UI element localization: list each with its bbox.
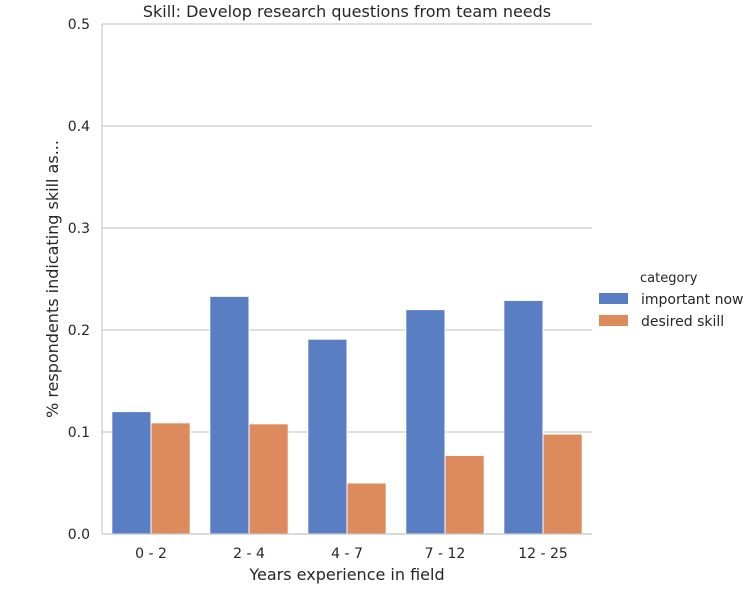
bar-important-now-0 bbox=[111, 411, 152, 535]
bar-important-now-1 bbox=[209, 295, 250, 535]
legend-swatch bbox=[599, 293, 628, 304]
y-tick-label: 0.2 bbox=[68, 323, 90, 339]
legend-label: desired skill bbox=[641, 314, 724, 330]
y-tick-label: 0.0 bbox=[68, 527, 90, 543]
y-tick-label: 0.4 bbox=[68, 119, 90, 135]
bar-important-now-2 bbox=[307, 338, 348, 535]
y-tick-label: 0.1 bbox=[68, 425, 90, 441]
bar-desired-skill-1 bbox=[248, 423, 289, 535]
x-tick-label: 12 - 25 bbox=[518, 546, 568, 562]
y-tick-label: 0.3 bbox=[68, 221, 90, 237]
x-tick-label: 7 - 12 bbox=[425, 546, 466, 562]
chart-title: Skill: Develop research questions from t… bbox=[143, 2, 551, 21]
y-tick-label: 0.5 bbox=[68, 17, 90, 33]
x-tick-label: 2 - 4 bbox=[233, 546, 265, 562]
bar-important-now-4 bbox=[503, 299, 544, 535]
bars-layer bbox=[111, 295, 583, 535]
x-axis-label: Years experience in field bbox=[248, 565, 444, 584]
bar-desired-skill-3 bbox=[444, 454, 485, 535]
legend: category important now desired skill bbox=[599, 271, 744, 330]
legend-title: category bbox=[640, 271, 698, 286]
y-axis-label: % respondents indicating skill as... bbox=[43, 140, 62, 418]
legend-label: important now bbox=[641, 292, 744, 308]
axes-layer: 0.0 0.1 0.2 0.3 0.4 0.5 0 - 2 2 - 4 4 - 7 7 - 12 1… bbox=[68, 17, 592, 562]
bar-desired-skill-0 bbox=[150, 422, 191, 535]
bar-desired-skill-4 bbox=[542, 433, 583, 535]
bar-important-now-3 bbox=[405, 309, 446, 535]
x-tick-label: 0 - 2 bbox=[135, 546, 167, 562]
x-tick-label: 4 - 7 bbox=[331, 546, 363, 562]
legend-swatch bbox=[599, 315, 628, 326]
bar-desired-skill-2 bbox=[346, 482, 387, 535]
